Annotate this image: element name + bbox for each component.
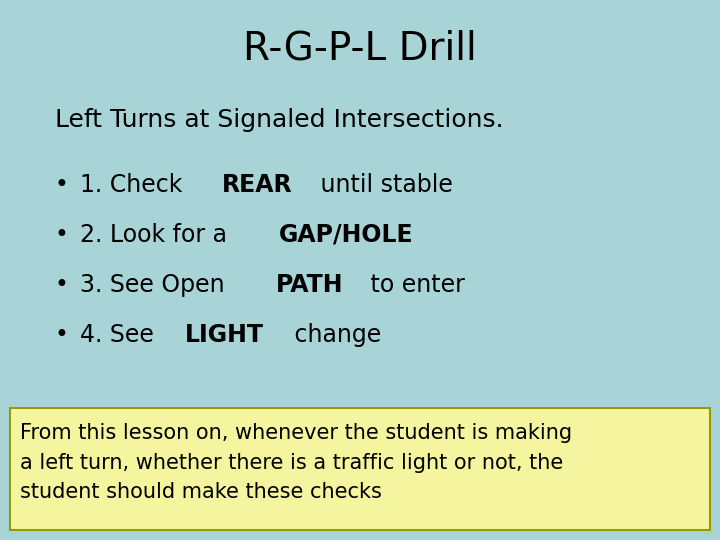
Text: 3. See Open: 3. See Open bbox=[80, 273, 232, 297]
Text: R-G-P-L Drill: R-G-P-L Drill bbox=[243, 29, 477, 67]
Text: 1. Check: 1. Check bbox=[80, 173, 190, 197]
Text: GAP/HOLE: GAP/HOLE bbox=[279, 223, 414, 247]
FancyBboxPatch shape bbox=[10, 408, 710, 530]
Text: •: • bbox=[55, 173, 69, 197]
Text: •: • bbox=[55, 223, 69, 247]
Text: to enter: to enter bbox=[364, 273, 465, 297]
Text: REAR: REAR bbox=[222, 173, 292, 197]
Text: From this lesson on, whenever the student is making
a left turn, whether there i: From this lesson on, whenever the studen… bbox=[20, 423, 572, 502]
Text: 4. See: 4. See bbox=[80, 323, 161, 347]
Text: 2. Look for a: 2. Look for a bbox=[80, 223, 235, 247]
Text: •: • bbox=[55, 323, 69, 347]
Text: until stable: until stable bbox=[313, 173, 453, 197]
Text: Left Turns at Signaled Intersections.: Left Turns at Signaled Intersections. bbox=[55, 108, 503, 132]
Text: •: • bbox=[55, 273, 69, 297]
Text: LIGHT: LIGHT bbox=[185, 323, 264, 347]
Text: change: change bbox=[287, 323, 381, 347]
Text: PATH: PATH bbox=[276, 273, 343, 297]
